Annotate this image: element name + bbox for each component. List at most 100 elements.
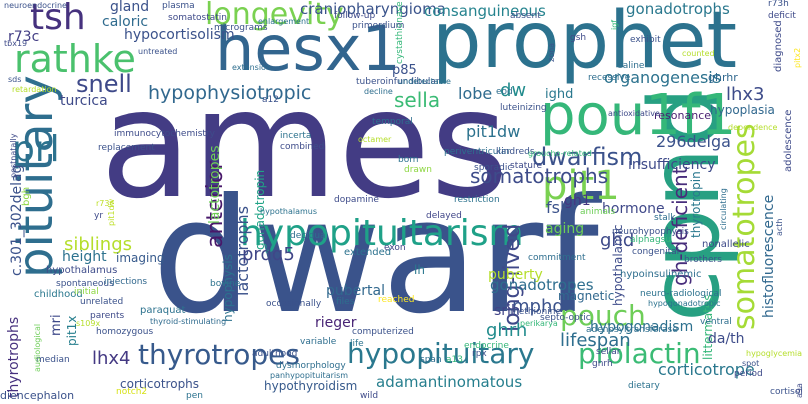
word-occasionally: audiological — [33, 323, 42, 372]
word-a9a: spot — [742, 359, 760, 368]
word-undetectable: extension — [232, 63, 271, 72]
word-neuro-radiological: bovine — [210, 279, 241, 289]
word-deceleration: a9a — [795, 383, 804, 398]
word-dwarfism: dwarfism — [532, 143, 643, 171]
word-methionine: adenosyltransferase — [586, 325, 678, 335]
word-tsh: tsh — [30, 0, 86, 38]
word-brothers: commitment — [528, 253, 586, 263]
word-decidua: reached — [378, 295, 415, 305]
word-neuroendocrine: circulating — [719, 188, 728, 230]
word-igf: absent — [510, 11, 541, 21]
word-ventral: sellar — [596, 347, 621, 357]
word-pouch: pouch — [560, 299, 646, 332]
word-octamer: groucho-related — [528, 149, 592, 158]
word-retardation: sds — [8, 75, 22, 84]
word-ghd: ghd — [600, 230, 635, 251]
word-149delga: yr — [94, 211, 104, 221]
word-organogenesis: organogenesis — [604, 68, 722, 87]
word-hypothyroidism: bgh — [21, 186, 32, 206]
word-somatostatin: enlargement — [258, 17, 310, 26]
word-panhypopituitarism: pen — [186, 391, 203, 401]
word-da-th: imaging — [116, 251, 165, 265]
word-notch2: endocrine — [464, 341, 509, 351]
word-fsh: fsh — [546, 198, 571, 217]
word-ighd: ighd — [545, 87, 574, 102]
word-sporadic: drawn — [404, 165, 432, 175]
word-antioxidative: eod — [496, 87, 513, 97]
word-stalk: nonallelic — [702, 239, 750, 250]
word-stature: sporadic — [474, 163, 513, 173]
word-adolescence: dependence — [728, 123, 778, 132]
word-caloric: r73c — [8, 29, 40, 45]
word-initial: homozygous — [96, 327, 154, 337]
word-congenital: alphagsu — [630, 235, 672, 245]
word-aging: hormone — [602, 201, 665, 217]
word-pou1f1: pou1f1 — [540, 83, 737, 148]
word-dietary: period — [734, 369, 763, 379]
word-diencephalon: childhood — [34, 289, 83, 300]
word-a12: temporal — [372, 117, 413, 127]
word-hypoinsulinemic: hypogonadotropic — [648, 299, 721, 308]
word-prdq5: prdq5 — [242, 244, 295, 265]
word-cortisol: dietary — [628, 381, 660, 391]
word-resonance: ghrhr — [708, 71, 738, 84]
word-pubertal: pubertal — [326, 283, 385, 299]
word-mphd: mphd — [512, 296, 564, 317]
word-magnetic: aging — [545, 221, 585, 237]
word-exon: delayed — [426, 211, 462, 221]
word-c301: c.301_302delag — [9, 164, 25, 276]
word-gland: caloric — [102, 14, 149, 30]
word-hormone: hypogonadism — [590, 319, 694, 335]
word-untreated: tbx19 — [4, 39, 28, 48]
word-tbx19: neuroendocrine — [4, 1, 67, 10]
word-pit1x: height — [62, 249, 107, 265]
word-lifespan: lifespan — [560, 330, 631, 351]
word-r73h: igf — [610, 19, 619, 30]
word-neurohypophysis: stalk — [654, 213, 676, 223]
word-commitment: perikarya — [520, 319, 558, 328]
word-dwarf: dwarf — [152, 165, 599, 349]
word-nonallelic: congenital — [632, 247, 680, 257]
word-lhx3: lhx3 — [726, 84, 765, 105]
word-hypothalamus-2: decidua — [290, 231, 326, 241]
word-gonadotropes: gonadotropes — [490, 276, 594, 294]
word-hypothalamic: thyrotropin — [689, 171, 703, 238]
word-rieger: magnetic — [558, 289, 615, 303]
word-born: kindreds — [496, 147, 535, 157]
word-kindreds: periventricular — [444, 147, 511, 157]
word-cystathionase: undetectable — [398, 77, 451, 86]
word-ames: ames — [100, 58, 509, 232]
word-absent: plasma — [162, 1, 195, 11]
word-adamantinomatous: adamantinomatous — [376, 373, 523, 391]
word-reached: files — [336, 297, 355, 307]
word-hypopituitary: hypopituitary — [347, 337, 535, 370]
word-median: notch2 — [116, 387, 148, 397]
word-extension: decline — [364, 87, 393, 96]
word-thyrotrophs: thyrotrophs — [6, 316, 22, 398]
word-alphagsu: brothers — [684, 255, 722, 265]
word-296delga: 296delga — [656, 132, 731, 151]
word-enlargement: micrograms — [214, 23, 268, 33]
word-consanguineous: consanguineous — [424, 2, 546, 20]
word-extended: corticotrophs — [120, 377, 200, 391]
word-incerta: replacement — [98, 143, 155, 153]
word-span: cortisol — [770, 387, 803, 397]
word-hypogonadotropic: neuro-radiological — [640, 289, 722, 299]
word-gnrh: neurohypophysis — [612, 227, 689, 237]
word-wild: span — [420, 355, 442, 365]
word-zona: gsh — [570, 33, 587, 43]
word-somatotropes: somatotropes — [727, 123, 762, 330]
word-bovine: injections — [104, 277, 148, 287]
word-sds: untreated — [138, 47, 178, 56]
word-septo-optic: methionine — [510, 307, 561, 317]
word-ghrhr: hypoplasia — [710, 103, 775, 117]
word-periventricular: hypothalamus — [260, 207, 318, 216]
word-acth: insufficiency — [628, 157, 716, 173]
word-somatotrophs: somatotrophs — [470, 164, 609, 188]
word-injections: exon — [384, 243, 406, 253]
word-sella: sella — [394, 88, 441, 112]
word-hypopituitarism: hypopituitarism — [240, 213, 524, 254]
word-puberty: puberty — [488, 267, 543, 283]
word-groucho-related: animals — [580, 207, 616, 217]
word-endocrine: a13 — [446, 355, 463, 365]
